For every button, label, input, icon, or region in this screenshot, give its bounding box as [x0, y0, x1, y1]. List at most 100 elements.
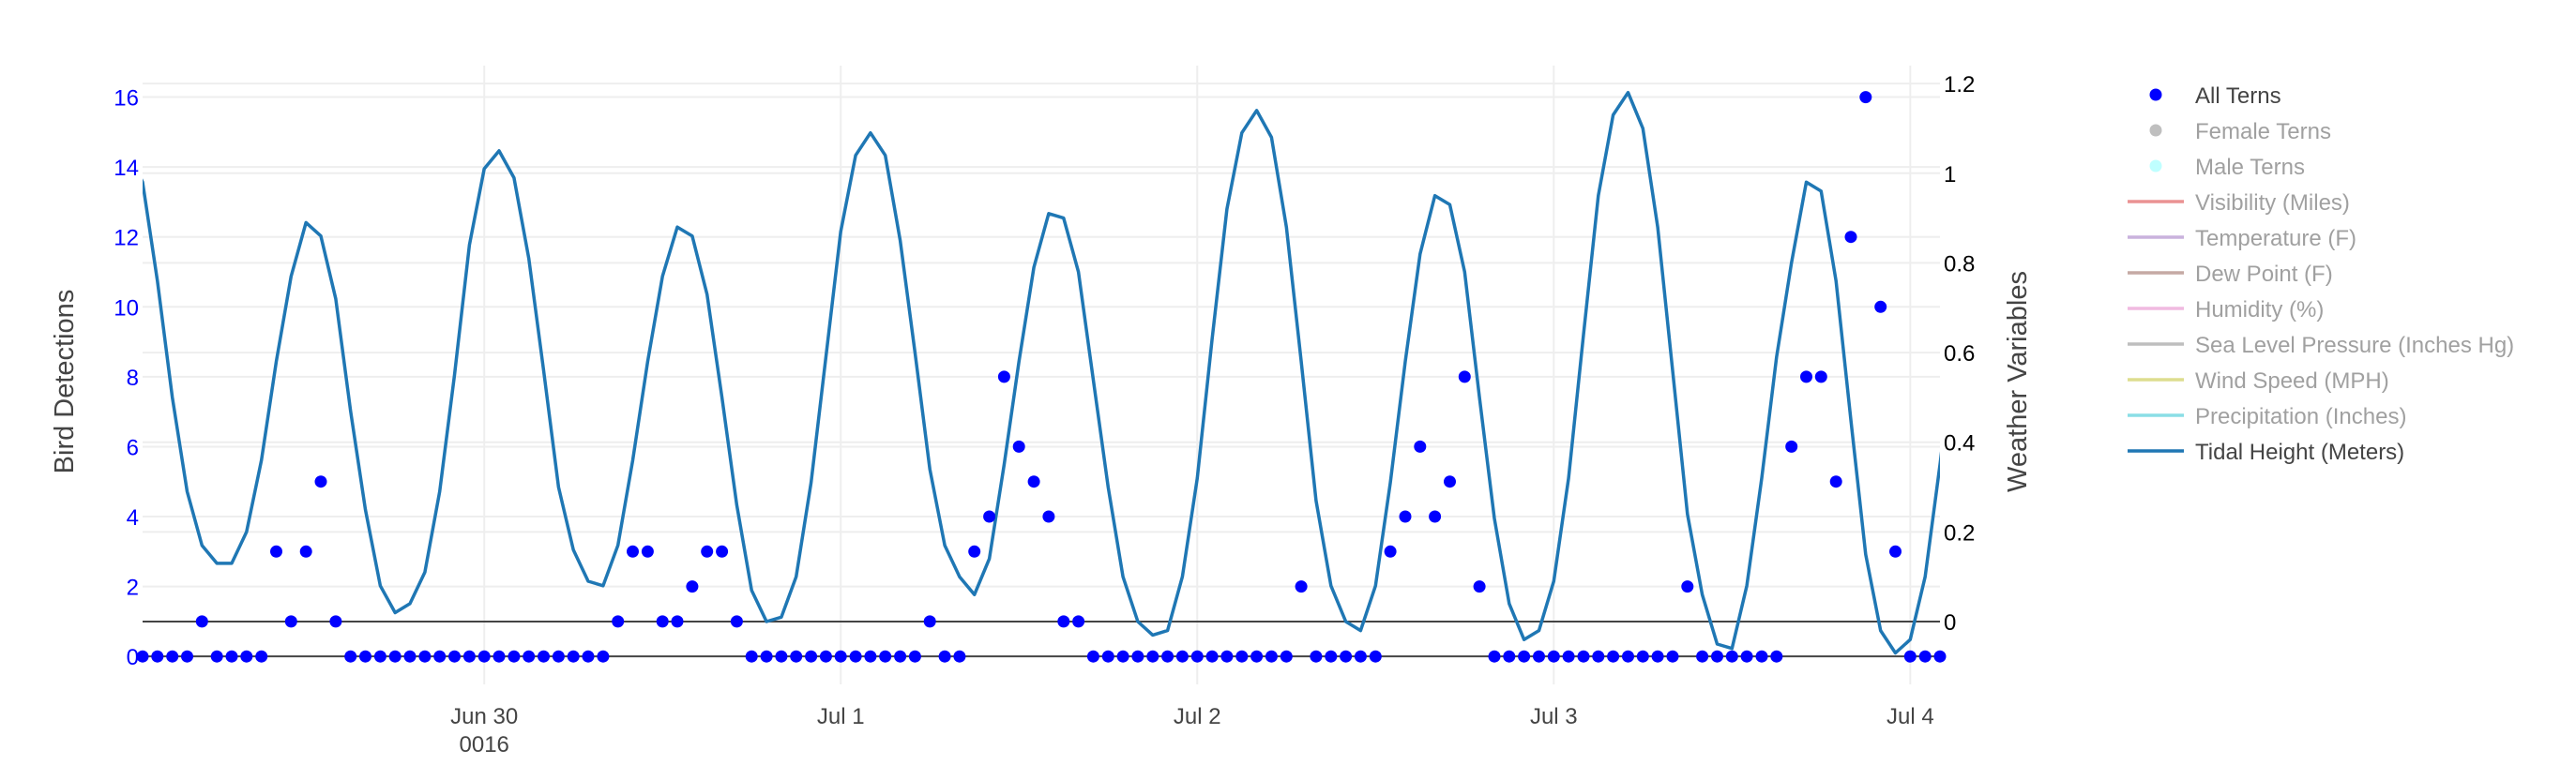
tern-detection-point — [225, 650, 238, 663]
tern-detection-point — [523, 650, 536, 663]
tern-detection-point — [1636, 650, 1649, 663]
tern-detection-point — [641, 545, 654, 558]
tern-detection-point — [1473, 580, 1486, 593]
right-tick-label: 0.8 — [1944, 251, 1975, 277]
legend-item-label: Male Terns — [2195, 155, 2305, 180]
left-axis-ticks: 0 2 4 6 8 10 12 14 16 — [114, 86, 139, 671]
tern-detection-point — [834, 650, 847, 663]
right-tick-label: 1 — [1944, 162, 1956, 188]
tern-detection-point — [656, 615, 669, 628]
tern-detection-point — [1503, 650, 1516, 663]
tern-detection-point — [462, 650, 476, 663]
tidal-height-series — [143, 90, 1940, 655]
left-tick-label: 4 — [127, 505, 139, 531]
tern-detection-point — [983, 510, 996, 523]
legend-item-label: Female Terns — [2195, 119, 2331, 144]
tern-detection-point — [1325, 650, 1338, 663]
legend-marker-icon — [2149, 124, 2162, 137]
tern-detection-point — [240, 650, 253, 663]
tern-detection-point — [433, 650, 447, 663]
tern-detection-point — [1369, 650, 1382, 663]
tern-detection-point — [597, 650, 610, 663]
tern-detection-point — [819, 650, 832, 663]
tern-detection-point — [1889, 545, 1902, 558]
tern-detection-point — [1740, 650, 1753, 663]
x-axis-ticks: Jun 30 0016 Jul 1 Jul 2 Jul 3 Jul 4 — [450, 704, 1934, 758]
tern-detection-point — [1086, 650, 1099, 663]
tern-detection-point — [864, 650, 877, 663]
tern-detection-point — [1205, 650, 1219, 663]
grid-lines — [143, 66, 1940, 684]
legend-marker-icon — [2149, 159, 2162, 172]
tern-detection-point — [1131, 650, 1144, 663]
tern-detection-point — [1533, 650, 1545, 663]
tern-detection-point — [299, 545, 312, 558]
right-tick-label: 1.2 — [1944, 72, 1975, 98]
tern-detection-point — [552, 650, 565, 663]
tern-detection-point — [1444, 475, 1456, 488]
tern-detection-point — [894, 650, 907, 663]
all-terns-series — [136, 91, 1947, 663]
x-tick-label: Jul 4 — [1887, 704, 1934, 729]
tern-detection-point — [1651, 650, 1664, 663]
tern-detection-point — [716, 545, 729, 558]
tern-detection-point — [477, 650, 491, 663]
left-tick-label: 16 — [114, 86, 139, 112]
tern-detection-point — [879, 650, 892, 663]
left-tick-label: 0 — [127, 645, 139, 670]
tern-detection-point — [760, 650, 773, 663]
tern-detection-point — [997, 370, 1010, 383]
tern-detection-point — [923, 615, 936, 628]
tern-detection-point — [1696, 650, 1709, 663]
tern-detection-point — [582, 650, 595, 663]
tern-detection-point — [1711, 650, 1723, 663]
tern-detection-point — [314, 475, 327, 488]
tern-detection-point — [1622, 650, 1634, 663]
tern-detection-point — [255, 650, 268, 663]
tern-detection-point — [1235, 650, 1249, 663]
tern-detection-point — [730, 615, 743, 628]
right-tick-label: 0.2 — [1944, 520, 1975, 546]
tern-detection-point — [686, 580, 699, 593]
tern-detection-point — [1918, 650, 1932, 663]
tern-detection-point — [1666, 650, 1679, 663]
tern-detection-point — [1562, 650, 1575, 663]
tern-detection-point — [1874, 300, 1887, 313]
right-axis-ticks: 0 0.2 0.4 0.6 0.8 1 1.2 — [1944, 72, 1975, 636]
legend: All Terns Female Terns Male Terns Visibilit… — [2128, 83, 2514, 465]
tern-detection-point — [1518, 650, 1531, 663]
tern-detection-point — [151, 650, 164, 663]
tern-detection-point — [1146, 650, 1159, 663]
left-tick-label: 2 — [127, 576, 139, 601]
right-tick-label: 0 — [1944, 610, 1956, 636]
tern-detection-point — [181, 650, 193, 663]
tern-detection-point — [1161, 650, 1174, 663]
tern-detection-point — [136, 650, 149, 663]
tern-detection-point — [701, 545, 714, 558]
tern-detection-point — [1265, 650, 1278, 663]
tern-detection-point — [1042, 510, 1055, 523]
legend-item-label: Tidal Height (Meters) — [2195, 440, 2404, 465]
right-tick-label: 0.6 — [1944, 341, 1975, 367]
legend-item-label: Dew Point (F) — [2195, 262, 2333, 287]
x-tick-label: Jul 2 — [1174, 704, 1221, 729]
left-axis-title: Bird Detections — [50, 290, 80, 474]
left-tick-label: 6 — [127, 435, 139, 460]
left-tick-label: 8 — [127, 366, 139, 391]
tern-detection-point — [1488, 650, 1501, 663]
tern-detection-point — [1429, 510, 1442, 523]
tern-detection-point — [1012, 440, 1025, 453]
tern-detection-point — [166, 650, 179, 663]
tern-detection-point — [1785, 440, 1798, 453]
tern-detection-point — [1175, 650, 1189, 663]
right-axis-title: Weather Variables — [2003, 271, 2033, 492]
tern-detection-point — [790, 650, 803, 663]
tern-detection-point — [567, 650, 580, 663]
tern-detection-point — [1755, 650, 1768, 663]
tern-detection-point — [1829, 475, 1842, 488]
tern-detection-point — [492, 650, 506, 663]
tern-detection-point — [329, 615, 342, 628]
tern-detection-point — [1340, 650, 1353, 663]
left-tick-label: 10 — [114, 295, 139, 321]
